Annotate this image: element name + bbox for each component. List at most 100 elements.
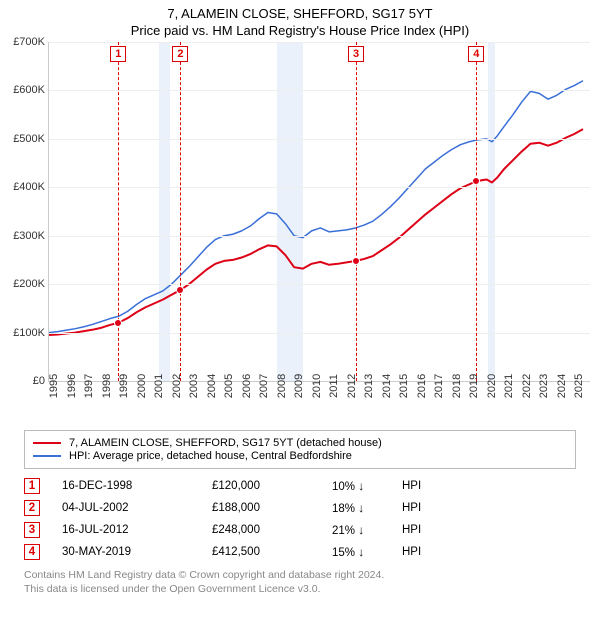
marker-line bbox=[180, 42, 181, 381]
x-tick-label: 2024 bbox=[556, 374, 568, 398]
x-tick-label: 2013 bbox=[363, 374, 375, 398]
gridline-h bbox=[49, 333, 590, 334]
marker-line bbox=[476, 42, 477, 381]
y-tick-label: £500K bbox=[13, 133, 45, 145]
legend-row-subject: 7, ALAMEIN CLOSE, SHEFFORD, SG17 5YT (de… bbox=[33, 437, 567, 449]
chart-title: 7, ALAMEIN CLOSE, SHEFFORD, SG17 5YT bbox=[0, 0, 600, 21]
marker-badge: 2 bbox=[172, 46, 188, 62]
tx-index-badge: 4 bbox=[24, 544, 40, 560]
marker-badge: 4 bbox=[468, 46, 484, 62]
tx-delta: 18% ↓ bbox=[332, 501, 402, 515]
chart-container: 7, ALAMEIN CLOSE, SHEFFORD, SG17 5YT Pri… bbox=[0, 0, 600, 620]
sale-point bbox=[352, 257, 360, 265]
x-tick-label: 2000 bbox=[136, 374, 148, 398]
series-line-hpi bbox=[49, 81, 583, 333]
arrow-down-icon: ↓ bbox=[358, 501, 364, 515]
transaction-row: 3 16-JUL-2012£248,00021% ↓HPI bbox=[24, 519, 576, 541]
x-tick-label: 1995 bbox=[48, 374, 60, 398]
gridline-h bbox=[49, 139, 590, 140]
tx-hpi-label: HPI bbox=[402, 546, 442, 558]
x-tick-label: 2023 bbox=[538, 374, 550, 398]
legend-swatch-hpi bbox=[33, 455, 61, 457]
sale-point bbox=[176, 286, 184, 294]
y-tick-label: £700K bbox=[13, 36, 45, 48]
tx-date: 16-JUL-2012 bbox=[62, 524, 212, 536]
x-tick-label: 2009 bbox=[293, 374, 305, 398]
marker-badge: 1 bbox=[110, 46, 126, 62]
footer-line-1: Contains HM Land Registry data © Crown c… bbox=[24, 569, 576, 583]
x-tick-label: 2025 bbox=[573, 374, 585, 398]
tx-date: 04-JUL-2002 bbox=[62, 502, 212, 514]
tx-delta: 10% ↓ bbox=[332, 479, 402, 493]
x-tick-label: 2015 bbox=[398, 374, 410, 398]
x-tick-label: 2001 bbox=[153, 374, 165, 398]
tx-hpi-label: HPI bbox=[402, 480, 442, 492]
x-tick-label: 2007 bbox=[258, 374, 270, 398]
marker-line bbox=[356, 42, 357, 381]
x-tick-label: 1997 bbox=[83, 374, 95, 398]
y-tick-label: £400K bbox=[13, 181, 45, 193]
x-tick-label: 2012 bbox=[346, 374, 358, 398]
legend-label-hpi: HPI: Average price, detached house, Cent… bbox=[69, 450, 352, 462]
legend-row-hpi: HPI: Average price, detached house, Cent… bbox=[33, 450, 567, 462]
x-tick-label: 2006 bbox=[241, 374, 253, 398]
tx-index-badge: 2 bbox=[24, 500, 40, 516]
x-tick-label: 2014 bbox=[381, 374, 393, 398]
x-tick-label: 2003 bbox=[188, 374, 200, 398]
tx-price: £120,000 bbox=[212, 480, 332, 492]
footer: Contains HM Land Registry data © Crown c… bbox=[24, 569, 576, 596]
y-tick-label: £300K bbox=[13, 230, 45, 242]
tx-delta: 21% ↓ bbox=[332, 523, 402, 537]
x-tick-label: 2004 bbox=[206, 374, 218, 398]
x-tick-label: 1999 bbox=[118, 374, 130, 398]
legend: 7, ALAMEIN CLOSE, SHEFFORD, SG17 5YT (de… bbox=[24, 430, 576, 469]
y-tick-label: £200K bbox=[13, 278, 45, 290]
legend-swatch-subject bbox=[33, 442, 61, 444]
x-tick-label: 2002 bbox=[171, 374, 183, 398]
x-tick-label: 2011 bbox=[328, 374, 340, 398]
x-axis-labels: 1995199619971998199920002001200220032004… bbox=[48, 382, 590, 422]
chart-plot-area: £0£100K£200K£300K£400K£500K£600K£700K123… bbox=[48, 42, 590, 382]
tx-price: £188,000 bbox=[212, 502, 332, 514]
x-tick-label: 2008 bbox=[276, 374, 288, 398]
arrow-down-icon: ↓ bbox=[358, 545, 364, 559]
arrow-down-icon: ↓ bbox=[358, 479, 364, 493]
x-tick-label: 1998 bbox=[101, 374, 113, 398]
x-tick-label: 2018 bbox=[451, 374, 463, 398]
tx-price: £412,500 bbox=[212, 546, 332, 558]
x-tick-label: 2022 bbox=[521, 374, 533, 398]
arrow-down-icon: ↓ bbox=[358, 523, 364, 537]
gridline-h bbox=[49, 284, 590, 285]
gridline-h bbox=[49, 90, 590, 91]
series-line-subject bbox=[49, 129, 583, 335]
x-tick-label: 2020 bbox=[486, 374, 498, 398]
transaction-row: 4 30-MAY-2019£412,50015% ↓HPI bbox=[24, 541, 576, 563]
tx-index-badge: 3 bbox=[24, 522, 40, 538]
tx-price: £248,000 bbox=[212, 524, 332, 536]
marker-badge: 3 bbox=[348, 46, 364, 62]
y-tick-label: £100K bbox=[13, 327, 45, 339]
sale-point bbox=[114, 319, 122, 327]
gridline-h bbox=[49, 187, 590, 188]
x-tick-label: 2021 bbox=[503, 374, 515, 398]
tx-hpi-label: HPI bbox=[402, 524, 442, 536]
y-tick-label: £600K bbox=[13, 84, 45, 96]
x-tick-label: 1996 bbox=[66, 374, 78, 398]
gridline-h bbox=[49, 236, 590, 237]
transaction-row: 2 04-JUL-2002£188,00018% ↓HPI bbox=[24, 497, 576, 519]
chart-subtitle: Price paid vs. HM Land Registry's House … bbox=[0, 21, 600, 42]
sale-point bbox=[472, 177, 480, 185]
legend-label-subject: 7, ALAMEIN CLOSE, SHEFFORD, SG17 5YT (de… bbox=[69, 437, 382, 449]
x-tick-label: 2016 bbox=[416, 374, 428, 398]
gridline-h bbox=[49, 42, 590, 43]
x-tick-label: 2019 bbox=[468, 374, 480, 398]
transactions-table: 116-DEC-1998£120,00010% ↓HPI204-JUL-2002… bbox=[24, 475, 576, 563]
tx-date: 16-DEC-1998 bbox=[62, 480, 212, 492]
marker-line bbox=[118, 42, 119, 381]
chart-svg bbox=[49, 42, 590, 381]
tx-hpi-label: HPI bbox=[402, 502, 442, 514]
tx-date: 30-MAY-2019 bbox=[62, 546, 212, 558]
tx-index-badge: 1 bbox=[24, 478, 40, 494]
tx-delta: 15% ↓ bbox=[332, 545, 402, 559]
x-tick-label: 2005 bbox=[223, 374, 235, 398]
